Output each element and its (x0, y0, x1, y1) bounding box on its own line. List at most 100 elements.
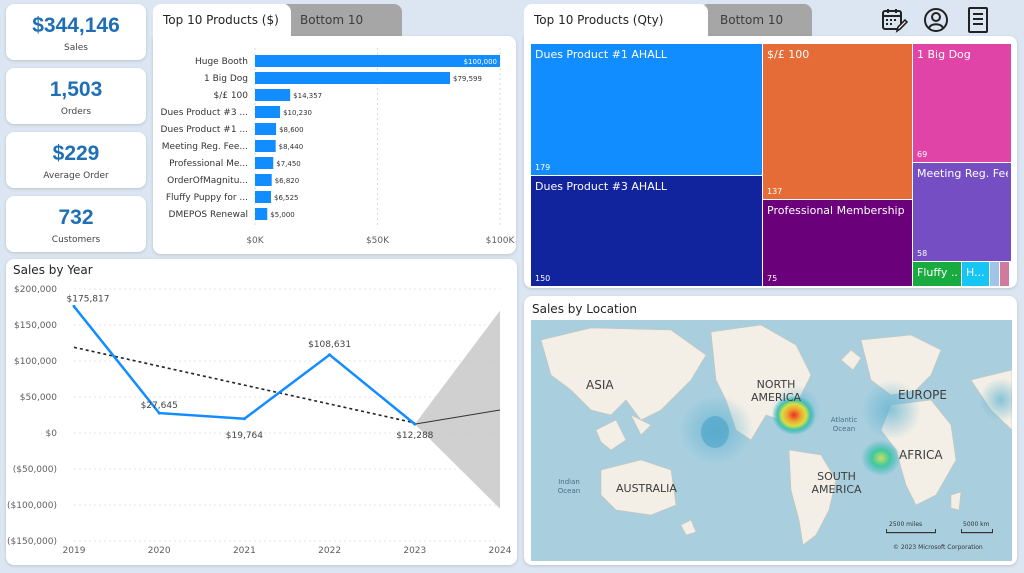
map-scale-km: 5000 km (963, 521, 990, 528)
tab-top-10-products-qty[interactable]: Top 10 Products (Qty) (524, 4, 708, 36)
bar-data-label: $8,440 (279, 143, 304, 151)
y-tick-label: ($150,000) (7, 537, 57, 547)
tab-bottom-10-dollars[interactable]: Bottom 10 (280, 4, 402, 36)
treemap-tile[interactable]: Dues Product #1 AHALL 179 (531, 44, 762, 175)
bar-category-label: Professional Me... (169, 159, 248, 169)
line-data-label: $108,631 (308, 340, 351, 350)
sales-by-year-title: Sales by Year (13, 263, 93, 277)
x-tick-label: 2024 (489, 546, 512, 556)
treemap-tile-value: 137 (767, 187, 783, 196)
treemap-tile-value: 150 (535, 274, 551, 283)
map-canvas[interactable]: ASIA NORTH AMERICA EUROPE Atlantic Ocean… (531, 320, 1012, 561)
bar-data-label: $14,357 (293, 92, 322, 100)
bar-data-label: $100,000 (464, 58, 497, 66)
y-tick-label: $150,000 (14, 321, 57, 331)
bar-x-tick: $100K (486, 236, 516, 246)
treemap-tile-label: Meeting Reg. Fee... (917, 167, 1008, 180)
treemap-tile-label: Professional Membership Fe... (767, 204, 909, 217)
kpi-average-order-value: $229 (52, 142, 100, 165)
data-point[interactable] (328, 353, 332, 357)
treemap-tile[interactable]: 1 Big Dog 69 (913, 44, 1011, 162)
kpi-customers-value: 732 (58, 206, 94, 229)
calendar-edit-icon[interactable] (880, 6, 909, 34)
sales-by-location-panel: Sales by Location (524, 296, 1017, 565)
y-tick-label: ($100,000) (7, 501, 57, 511)
bar[interactable] (255, 72, 451, 84)
data-point[interactable] (242, 417, 246, 421)
map-label-atlantic-ocean: Atlantic Ocean (830, 416, 858, 433)
treemap-tile-label: H... (966, 266, 985, 279)
treemap-tile[interactable]: $/£ 100 137 (763, 44, 912, 199)
treemap-tile[interactable]: Fluffy ... (913, 262, 961, 286)
treemap-tile[interactable]: H... (962, 262, 989, 286)
tab-top-10-products-dollars[interactable]: Top 10 Products ($) (153, 4, 291, 36)
kpi-card-sales: $344,146 Sales (6, 4, 146, 60)
world-map (540, 324, 1012, 546)
data-point[interactable] (72, 304, 76, 308)
line-data-label: $27,645 (141, 401, 178, 411)
line-data-label: $175,817 (67, 294, 110, 304)
map-copyright: © 2023 Microsoft Corporation (893, 544, 983, 551)
y-tick-label: $100,000 (14, 357, 57, 367)
bar-category-label: $/£ 100 (213, 91, 248, 101)
map-label-europe: EUROPE (898, 388, 947, 402)
x-tick-label: 2019 (63, 546, 86, 556)
bar-data-label: $10,230 (283, 109, 312, 117)
treemap-tile[interactable]: Dues Product #3 AHALL 150 (531, 176, 762, 286)
data-point[interactable] (413, 422, 417, 426)
treemap: Dues Product #1 AHALL 179 Dues Product #3 … (531, 44, 1011, 286)
y-tick-label: $0 (46, 429, 58, 439)
bar-data-label: $79,599 (453, 75, 482, 83)
user-icon[interactable] (922, 6, 950, 34)
bar-data-label: $6,820 (275, 177, 300, 185)
bar[interactable] (255, 123, 277, 135)
top-products-bar-chart: $0K $50K $100K Huge Booth $100,000 1 Big Dog $… (161, 48, 516, 246)
treemap-tile[interactable]: Professional Membership Fe... 75 (763, 200, 912, 286)
line-data-label: $19,764 (226, 431, 263, 441)
kpi-sales-value: $344,146 (32, 14, 120, 37)
bar[interactable] (255, 191, 271, 203)
x-tick-label: 2023 (403, 546, 426, 556)
kpi-orders-value: 1,503 (49, 78, 103, 101)
bar-category-label: OrderOfMagnitu... (167, 176, 248, 186)
kpi-average-order-label: Average Order (43, 171, 109, 181)
x-tick-label: 2022 (318, 546, 341, 556)
treemap-tile-value: 58 (917, 249, 928, 258)
bar-category-label: DMEPOS Renewal (169, 210, 248, 220)
tab-bottom-10-qty[interactable]: Bottom 10 (700, 4, 812, 36)
bar[interactable] (255, 157, 274, 169)
treemap-tile-small[interactable] (990, 262, 999, 286)
bar[interactable] (255, 55, 500, 67)
bar-category-label: Fluffy Puppy for ... (166, 193, 248, 203)
forecast-band (414, 310, 500, 509)
y-tick-label: $200,000 (14, 285, 57, 295)
trend-line (73, 346, 415, 424)
map-label-australia: AUSTRALIA (616, 482, 677, 495)
bar[interactable] (255, 140, 276, 152)
bar-x-tick: $50K (366, 236, 390, 246)
kpi-customers-label: Customers (51, 235, 101, 245)
bar[interactable] (255, 174, 272, 186)
map-label-north-america: NORTH AMERICA (750, 378, 802, 404)
line-data-label: $12,288 (396, 431, 433, 441)
kpi-card-orders: 1,503 Orders (6, 68, 146, 124)
bar[interactable] (255, 106, 281, 118)
sales-line[interactable] (73, 305, 416, 426)
bar-x-tick: $0K (246, 236, 264, 246)
treemap-tile-value: 179 (535, 163, 551, 172)
bar-data-label: $8,600 (279, 126, 304, 134)
kpi-card-average-order: $229 Average Order (6, 132, 146, 188)
treemap-tile-small[interactable] (1000, 262, 1009, 286)
report-icon[interactable] (964, 6, 992, 34)
treemap-tile[interactable]: Meeting Reg. Fee... 58 (913, 163, 1011, 261)
treemap-tile-value: 69 (917, 150, 928, 159)
x-tick-label: 2020 (148, 546, 171, 556)
kpi-orders-label: Orders (60, 107, 92, 117)
x-tick-label: 2021 (233, 546, 256, 556)
data-point[interactable] (157, 411, 161, 415)
bar[interactable] (255, 208, 268, 220)
bar[interactable] (255, 89, 291, 101)
bar-category-label: 1 Big Dog (204, 74, 248, 84)
bar-category-label: Dues Product #3 ... (161, 108, 248, 118)
bar-category-label: Huge Booth (195, 57, 248, 67)
